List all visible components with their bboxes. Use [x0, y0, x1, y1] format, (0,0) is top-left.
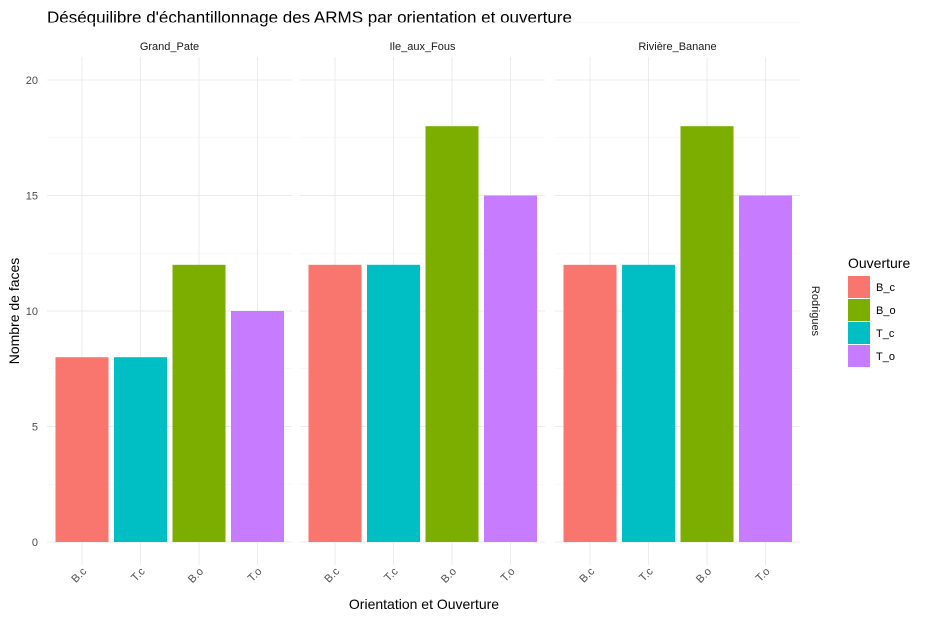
x-tick-label: T.c: [637, 565, 656, 584]
legend: Ouverture B_c B_o T_c T_o: [848, 255, 910, 367]
x-tick-label: B.c: [69, 565, 89, 585]
legend-label: T_o: [876, 351, 895, 363]
legend-key: [848, 322, 870, 344]
facet-panel: Ile_aux_Fous B.c T.c B.o T.o: [300, 21, 545, 586]
facet-panel: Rivière_Banane B.c T.c B.o T.o: [555, 21, 800, 586]
bar: [680, 126, 734, 542]
x-tick-label: T.c: [382, 565, 401, 584]
y-tick-label: 10: [26, 306, 38, 318]
legend-key: [848, 345, 870, 367]
y-tick-label: 20: [26, 75, 38, 87]
facet-strip-label: Grand_Pate: [140, 41, 199, 53]
facet-row-label: Rodrigues: [809, 286, 821, 337]
bar: [367, 264, 420, 542]
bar: [563, 264, 617, 542]
legend-label: B_o: [876, 305, 896, 317]
facet-strip-label: Ile_aux_Fous: [389, 41, 456, 53]
facet-strip-label: Rivière_Banane: [638, 41, 716, 53]
y-tick-label: 15: [26, 191, 38, 203]
y-axis-label: Nombre de faces: [6, 258, 22, 365]
x-tick-label: B.o: [439, 566, 459, 586]
bar: [114, 357, 167, 542]
y-tick-label: 5: [32, 422, 38, 434]
legend-key: [848, 299, 870, 321]
legend-key: [848, 276, 870, 298]
bar: [622, 264, 675, 542]
legend-title: Ouverture: [848, 255, 910, 271]
chart-title: Déséquilibre d'échantillonnage des ARMS …: [47, 8, 572, 27]
legend-label: B_c: [876, 282, 895, 294]
bar: [425, 126, 479, 542]
legend-label: T_c: [876, 328, 895, 340]
x-axis-label: Orientation et Ouverture: [349, 596, 499, 612]
bar: [231, 311, 284, 542]
bar: [308, 264, 362, 542]
facet-panels: Grand_Pate B.c T.c B.o T.o Ile_aux_Fous B.c T.c…: [47, 21, 800, 586]
y-axis: 0 5 10 15 20: [26, 75, 38, 549]
x-tick-label: B.c: [577, 565, 597, 585]
bar: [739, 195, 792, 542]
y-tick-label: 0: [32, 537, 38, 549]
facet-panel: Grand_Pate B.c T.c B.o T.o: [47, 21, 292, 586]
x-tick-label: B.c: [322, 565, 342, 585]
x-tick-label: T.c: [129, 565, 148, 584]
bar: [55, 357, 109, 542]
x-tick-label: T.o: [246, 566, 265, 585]
x-tick-label: T.o: [499, 566, 518, 585]
x-tick-label: B.o: [186, 566, 206, 586]
bar: [172, 264, 226, 542]
x-tick-label: T.o: [754, 566, 773, 585]
bar: [484, 195, 537, 542]
x-tick-label: B.o: [694, 566, 714, 586]
